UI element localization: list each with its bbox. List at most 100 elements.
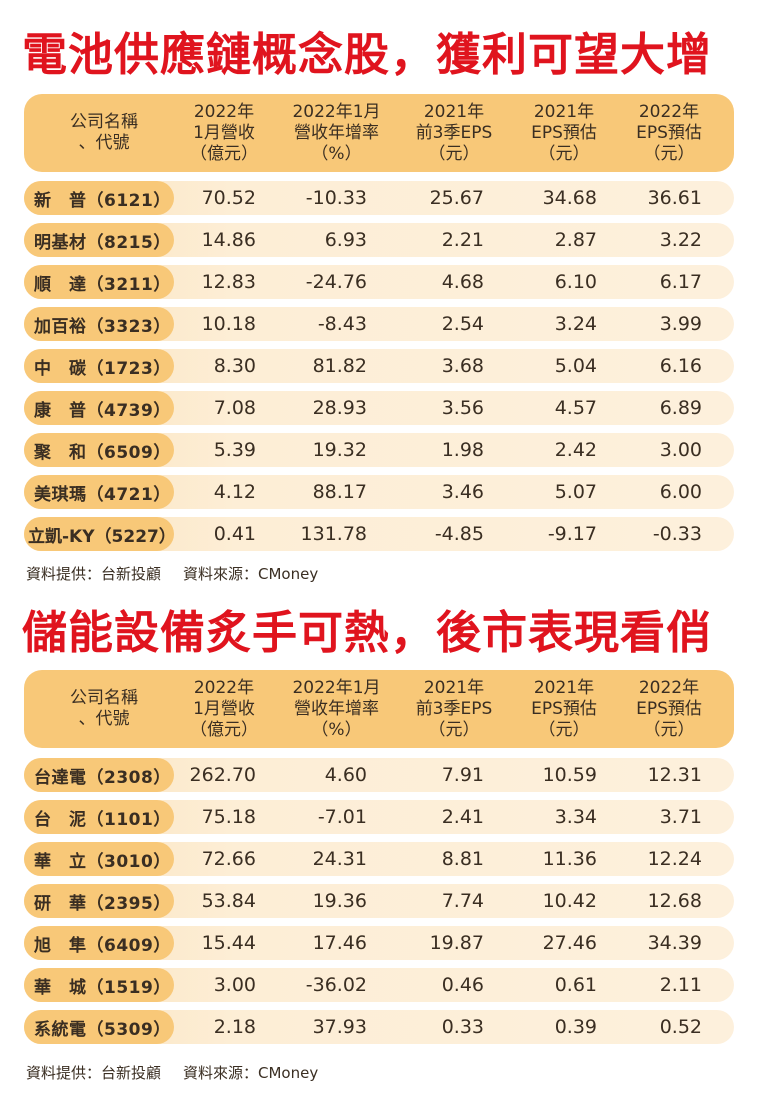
table-row: 系統電（5309） 2.18 37.93 0.33 0.39 0.52 (24, 1010, 734, 1044)
eps-2021-est: 34.68 (542, 187, 597, 209)
revenue-yoy: 131.78 (300, 523, 367, 545)
header-line: （元） (538, 719, 590, 740)
eps-2022-est: 0.52 (659, 1016, 702, 1038)
revenue-yoy: 28.93 (312, 397, 367, 419)
eps-2021-est: 0.61 (554, 974, 597, 996)
eps-2022-est: 6.00 (659, 481, 702, 503)
table-title: 電池供應鏈概念股，獲利可望大增 (22, 28, 713, 81)
eps-2021-q3: 7.74 (441, 890, 484, 912)
eps-2021-q3: 19.87 (429, 932, 484, 954)
eps-2021-est: 6.10 (554, 271, 597, 293)
eps-2021-q3: 8.81 (441, 848, 484, 870)
header-eps-2021-est: 2021年 EPS預估 （元） (514, 670, 614, 748)
header-company: 公司名稱 、代號 (44, 94, 164, 172)
eps-2022-est: 12.24 (647, 848, 702, 870)
header-line: 、代號 (78, 709, 130, 729)
header-company: 公司名稱 、代號 (44, 670, 164, 748)
header-line: （%） (311, 143, 362, 164)
table-row: 美琪瑪（4721） 4.12 88.17 3.46 5.07 6.00 (24, 475, 734, 509)
revenue-yoy: 6.93 (324, 229, 367, 251)
eps-2022-est: 3.22 (659, 229, 702, 251)
eps-2021-q3: 25.67 (429, 187, 484, 209)
header-revenue-yoy: 2022年1月 營收年增率 （%） (279, 670, 394, 748)
eps-2022-est: 6.16 (659, 355, 702, 377)
header-line: （元） (428, 143, 480, 164)
eps-2021-q3: 4.68 (441, 271, 484, 293)
revenue-yoy: 37.93 (312, 1016, 367, 1038)
data-provider: 資料提供：台新投顧 (26, 565, 162, 583)
eps-2022-est: 34.39 (647, 932, 702, 954)
company-name: 系統電（5309） (24, 1010, 174, 1044)
source-note: 資料提供：台新投顧 資料來源：CMoney (26, 1062, 340, 1083)
eps-2022-est: 12.68 (647, 890, 702, 912)
source-note: 資料提供：台新投顧 資料來源：CMoney (26, 563, 340, 584)
jan-revenue: 75.18 (201, 806, 256, 828)
revenue-yoy: 17.46 (312, 932, 367, 954)
revenue-yoy: -8.43 (317, 313, 367, 335)
company-name: 明基材（8215） (24, 223, 174, 257)
jan-revenue: 5.39 (213, 439, 256, 461)
eps-2022-est: 6.89 (659, 397, 702, 419)
header-line: 前3季EPS (415, 698, 493, 719)
header-line: 2022年 (638, 677, 700, 698)
jan-revenue: 10.18 (201, 313, 256, 335)
header-jan-revenue: 2022年 1月營收 （億元） (174, 670, 274, 748)
table-row: 加百裕（3323） 10.18 -8.43 2.54 3.24 3.99 (24, 307, 734, 341)
company-name: 康 普（4739） (24, 391, 174, 425)
header-line: EPS預估 (531, 698, 597, 719)
table-row: 台 泥（1101） 75.18 -7.01 2.41 3.34 3.71 (24, 800, 734, 834)
eps-2021-est: 4.57 (554, 397, 597, 419)
eps-2022-est: -0.33 (652, 523, 702, 545)
header-line: 前3季EPS (415, 122, 493, 143)
eps-2021-est: -9.17 (547, 523, 597, 545)
company-name: 華 城（1519） (24, 968, 174, 1002)
table-row: 順 達（3211） 12.83 -24.76 4.68 6.10 6.17 (24, 265, 734, 299)
data-source: 資料來源：CMoney (183, 1064, 319, 1082)
table-row: 華 城（1519） 3.00 -36.02 0.46 0.61 2.11 (24, 968, 734, 1002)
company-name: 中 碳（1723） (24, 349, 174, 383)
header-jan-revenue: 2022年 1月營收 （億元） (174, 94, 274, 172)
jan-revenue: 4.12 (213, 481, 256, 503)
company-name: 順 達（3211） (24, 265, 174, 299)
eps-2021-q3: 0.46 (441, 974, 484, 996)
table-header: 公司名稱 、代號 2022年 1月營收 （億元） 2022年1月 營收年增率 （… (24, 670, 734, 748)
eps-2022-est: 3.71 (659, 806, 702, 828)
header-line: （元） (643, 143, 695, 164)
eps-2022-est: 12.31 (647, 764, 702, 786)
header-line: （億元） (190, 143, 258, 164)
eps-2021-est: 10.59 (542, 764, 597, 786)
eps-2021-est: 2.42 (554, 439, 597, 461)
revenue-yoy: -10.33 (305, 187, 367, 209)
jan-revenue: 7.08 (213, 397, 256, 419)
revenue-yoy: -24.76 (305, 271, 367, 293)
table-row: 立凱-KY（5227） 0.41 131.78 -4.85 -9.17 -0.3… (24, 517, 734, 551)
eps-2022-est: 6.17 (659, 271, 702, 293)
header-line: 2022年 (193, 677, 255, 698)
header-line: （%） (311, 719, 362, 740)
eps-2021-q3: 2.54 (441, 313, 484, 335)
jan-revenue: 2.18 (213, 1016, 256, 1038)
header-line: （元） (643, 719, 695, 740)
header-line: 2022年1月 (292, 101, 381, 122)
header-line: 2022年1月 (292, 677, 381, 698)
company-name: 研 華（2395） (24, 884, 174, 918)
data-provider: 資料提供：台新投顧 (26, 1064, 162, 1082)
eps-2021-q3: 0.33 (441, 1016, 484, 1038)
revenue-yoy: 88.17 (312, 481, 367, 503)
header-line: 2021年 (533, 101, 595, 122)
jan-revenue: 0.41 (213, 523, 256, 545)
eps-2021-est: 10.42 (542, 890, 597, 912)
header-line: 2022年 (193, 101, 255, 122)
company-name: 台 泥（1101） (24, 800, 174, 834)
header-line: EPS預估 (531, 122, 597, 143)
company-name: 立凱-KY（5227） (24, 517, 176, 551)
header-line: EPS預估 (636, 698, 702, 719)
revenue-yoy: 81.82 (312, 355, 367, 377)
eps-2021-q3: 1.98 (441, 439, 484, 461)
header-revenue-yoy: 2022年1月 營收年增率 （%） (279, 94, 394, 172)
eps-2021-est: 3.24 (554, 313, 597, 335)
company-name: 華 立（3010） (24, 842, 174, 876)
revenue-yoy: 4.60 (324, 764, 367, 786)
eps-2021-est: 2.87 (554, 229, 597, 251)
eps-2022-est: 36.61 (647, 187, 702, 209)
